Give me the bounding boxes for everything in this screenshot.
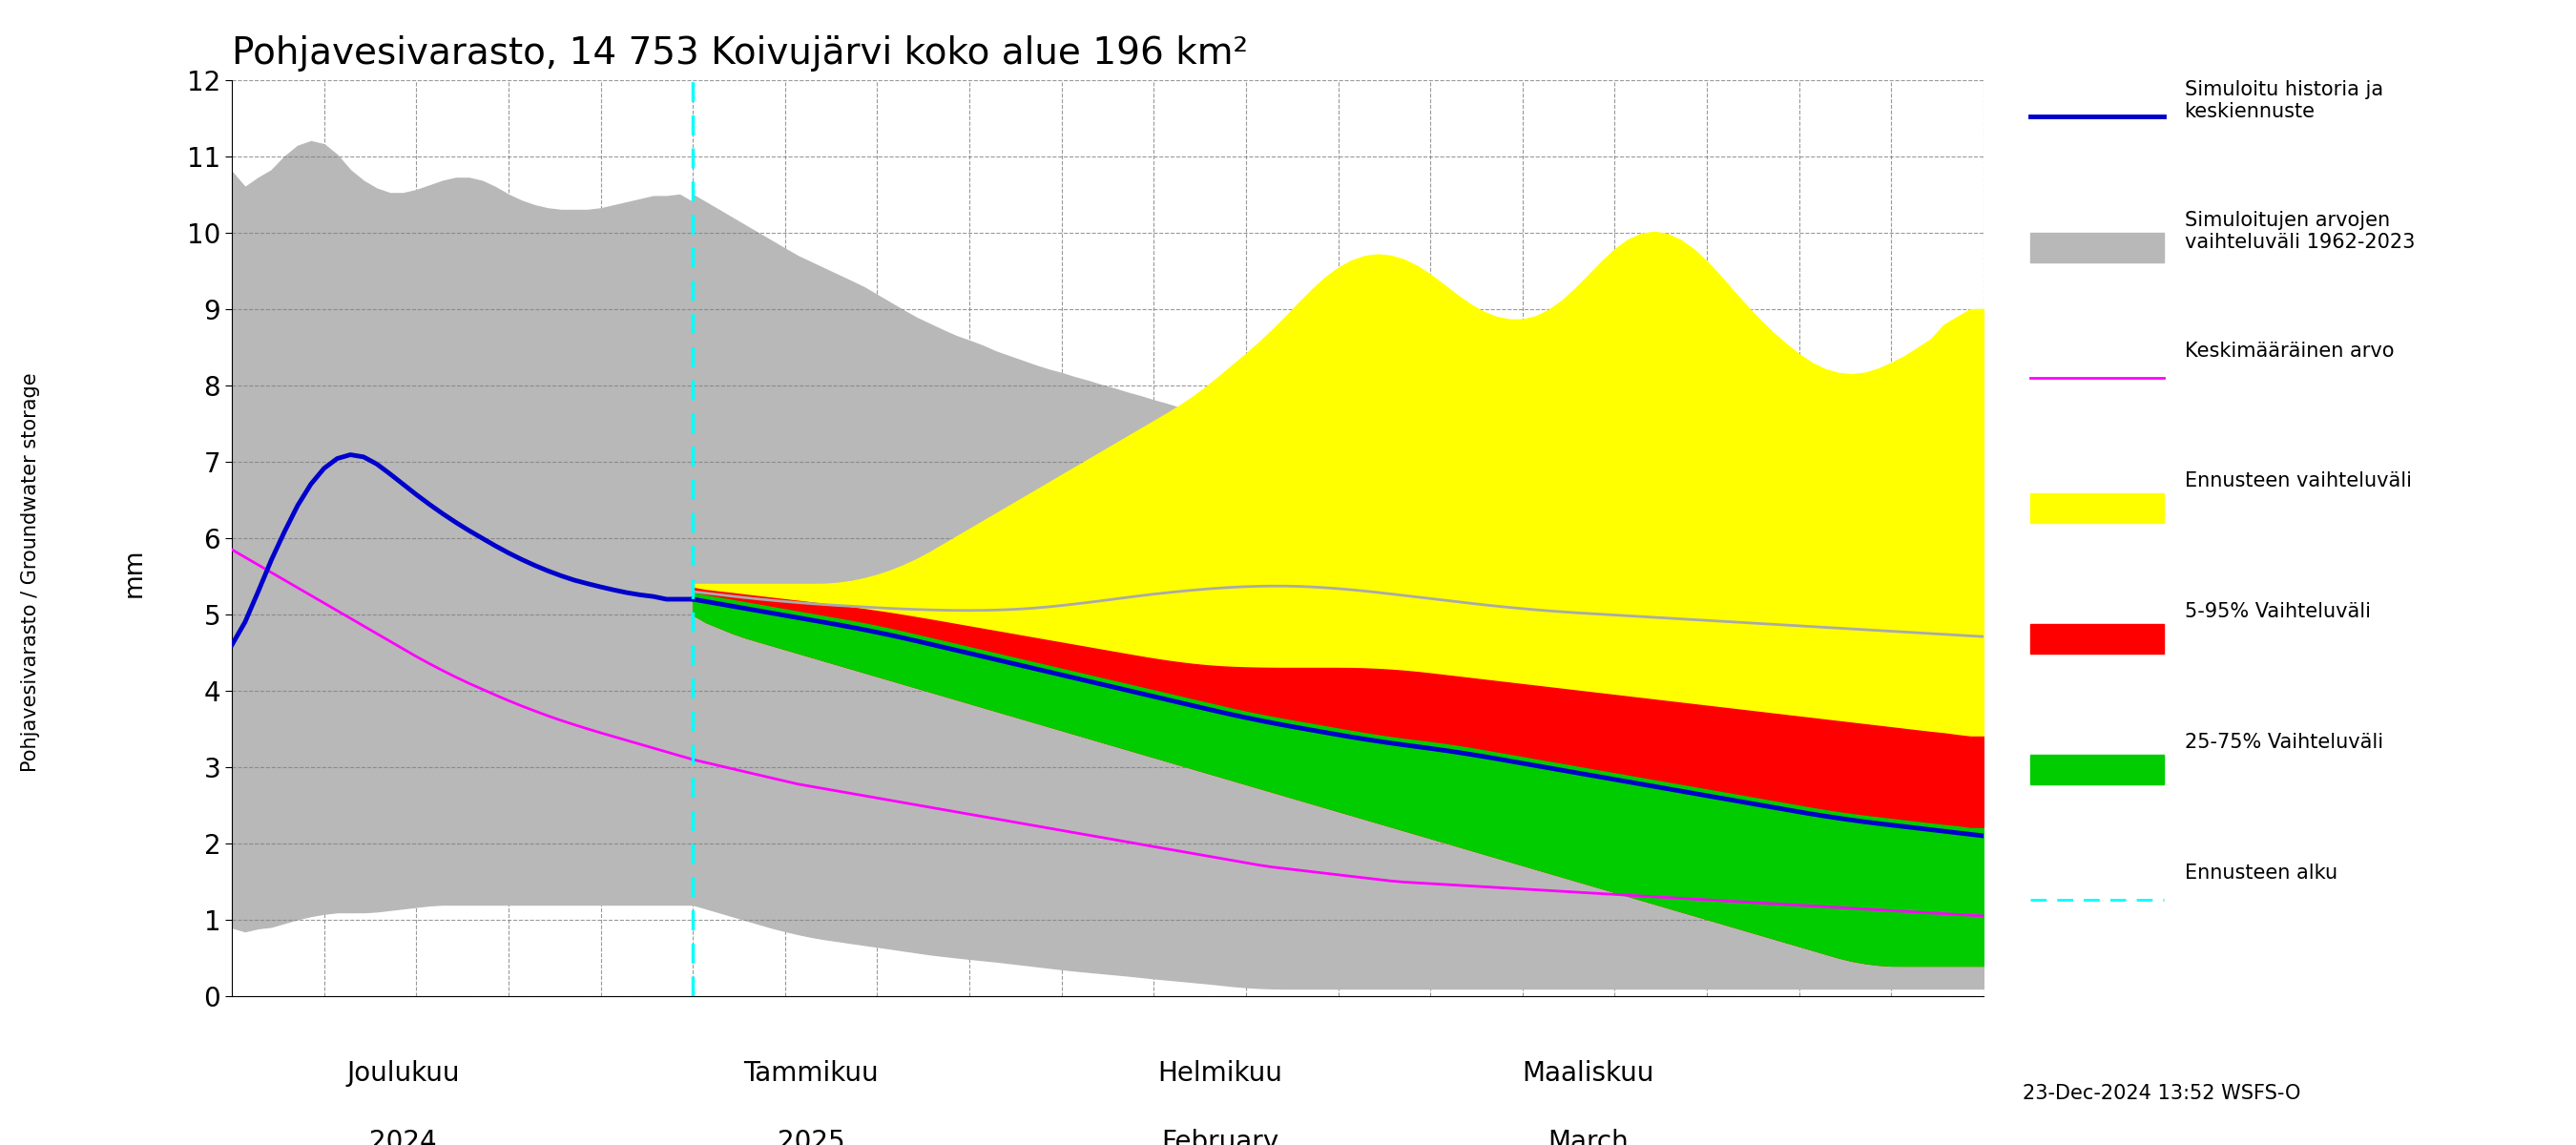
- Text: 23-Dec-2024 13:52 WSFS-O: 23-Dec-2024 13:52 WSFS-O: [2022, 1084, 2300, 1103]
- Text: 25-75% Vaihteluväli: 25-75% Vaihteluväli: [2184, 733, 2383, 752]
- Text: Ennusteen vaihteluväli: Ennusteen vaihteluväli: [2184, 472, 2411, 491]
- Text: Simuloitujen arvojen
vaihteluväli 1962-2023: Simuloitujen arvojen vaihteluväli 1962-2…: [2184, 211, 2414, 252]
- Text: Helmikuu: Helmikuu: [1157, 1060, 1283, 1087]
- Text: Tammikuu: Tammikuu: [744, 1060, 878, 1087]
- Text: Ennusteen alku: Ennusteen alku: [2184, 863, 2336, 883]
- Text: Pohjavesivarasto, 14 753 Koivujärvi koko alue 196 km²: Pohjavesivarasto, 14 753 Koivujärvi koko…: [232, 35, 1247, 72]
- Text: Pohjavesivarasto / Groundwater storage: Pohjavesivarasto / Groundwater storage: [21, 373, 41, 772]
- Text: Simuloitu historia ja
keskiennuste: Simuloitu historia ja keskiennuste: [2184, 80, 2383, 121]
- Text: 2024: 2024: [368, 1129, 438, 1145]
- Text: Joulukuu: Joulukuu: [348, 1060, 459, 1087]
- Text: Keskimääräinen arvo: Keskimääräinen arvo: [2184, 341, 2393, 361]
- Text: February: February: [1162, 1129, 1278, 1145]
- Text: mm: mm: [121, 548, 147, 597]
- Text: 5-95% Vaihteluväli: 5-95% Vaihteluväli: [2184, 602, 2370, 622]
- Text: 2025: 2025: [778, 1129, 845, 1145]
- Text: March: March: [1548, 1129, 1628, 1145]
- Text: Maaliskuu: Maaliskuu: [1522, 1060, 1654, 1087]
